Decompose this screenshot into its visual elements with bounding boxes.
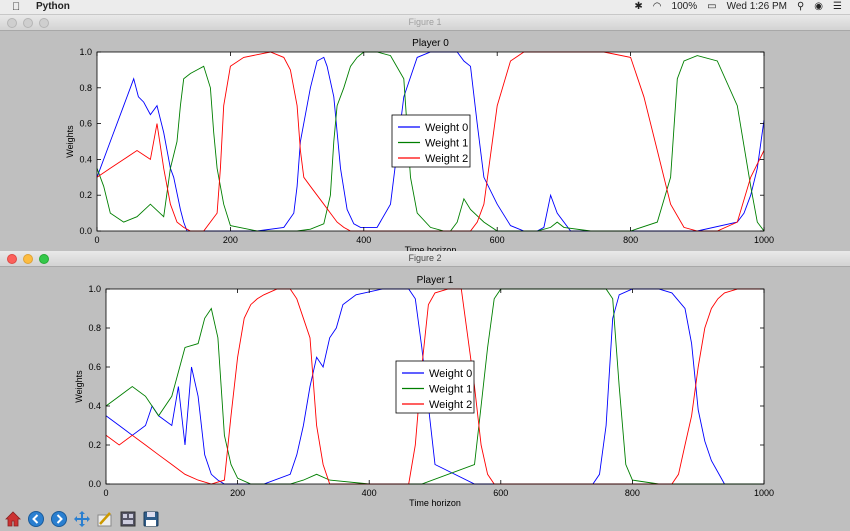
series-line-weight-1 [105,288,764,485]
save-icon[interactable] [141,509,161,529]
y-axis-label: Weights [74,370,84,403]
x-tick-label: 200 [223,235,238,245]
figure-2-titlebar[interactable]: Figure 2 [0,251,850,267]
player-1-chart: Player 1 0 200 400 600 800 1000 0.0 0.2 0.4 0.6 0.8… [74,275,774,506]
x-tick-label: 1000 [754,488,774,498]
x-tick-label: 400 [362,488,377,498]
x-tick-label: 600 [490,235,505,245]
y-tick-label: 0.0 [79,226,92,236]
x-tick-label: 0 [103,488,108,498]
x-tick-label: 1000 [754,235,774,245]
legend-label: Weight 2 [425,153,468,165]
chart-title: Player 0 [412,38,449,49]
configure-icon[interactable] [95,509,115,529]
window-controls [7,18,49,28]
window-controls [7,254,49,264]
legend-label: Weight 2 [429,399,472,411]
y-tick-label: 0.2 [79,190,92,200]
pan-icon[interactable] [72,509,92,529]
figure-1-title: Figure 1 [408,17,442,27]
chart-title: Player 1 [417,275,454,286]
bluetooth-icon[interactable]: ✱ [634,1,643,12]
figure-1-titlebar[interactable]: Figure 1 [0,15,850,31]
x-tick-label: 0 [94,235,99,245]
user-icon[interactable]: ◉ [814,1,824,12]
status-area: ✱ ◠ 100% ▭ Wed 1:26 PM ⚲ ◉ ☰ [634,0,842,14]
home-icon[interactable] [3,509,23,529]
plot-frame [96,51,765,232]
clock[interactable]: Wed 1:26 PM [726,1,787,12]
figure-2-title: Figure 2 [408,253,442,263]
y-tick-label: 0.8 [79,83,92,93]
x-axis-label: Time horizon [409,498,461,506]
app-name-menu[interactable]: Python [36,1,70,12]
x-tick-label: 800 [623,235,638,245]
x-tick-label: 600 [493,488,508,498]
legend-label: Weight 0 [429,368,472,380]
y-tick-label: 0.4 [88,401,101,411]
y-tick-label: 0.2 [88,440,101,450]
y-tick-label: 0.6 [88,362,101,372]
legend-label: Weight 0 [425,122,468,134]
minimize-icon[interactable] [23,254,33,264]
back-icon[interactable] [26,509,46,529]
matplotlib-toolbar [0,506,850,531]
y-tick-label: 0.0 [88,479,101,489]
x-tick-label: 400 [356,235,371,245]
search-icon[interactable]: ⚲ [796,1,805,12]
series-line-weight-0 [96,51,765,232]
close-icon[interactable] [7,18,17,28]
player-0-chart: Player 0 0 200 400 600 800 1000 0.0 0.2 0.4 0.6 0.8… [65,38,774,251]
plot-frame [105,288,765,485]
y-axis-label: Weights [65,125,75,158]
y-tick-label: 0.8 [88,323,101,333]
y-tick-label: 0.6 [79,119,92,129]
y-tick-label: 1.0 [88,284,101,294]
y-tick-label: 0.4 [79,154,92,164]
legend-label: Weight 1 [425,138,468,150]
legend-label: Weight 1 [429,384,472,396]
forward-icon[interactable] [49,509,69,529]
series-line-weight-2 [96,51,765,232]
minimize-icon[interactable] [23,18,33,28]
close-icon[interactable] [7,254,17,264]
zoom-icon[interactable] [39,18,49,28]
apple-icon[interactable]:  [12,0,20,14]
x-tick-label: 800 [625,488,640,498]
zoom-icon[interactable] [39,254,49,264]
battery-percent: 100% [671,1,698,12]
menu-bar:  Python ✱ ◠ 100% ▭ Wed 1:26 PM ⚲ ◉ ☰ [0,0,850,15]
subplots-icon[interactable] [118,509,138,529]
x-tick-label: 200 [230,488,245,498]
y-tick-label: 1.0 [79,47,92,57]
x-axis-label: Time horizon [405,245,457,251]
list-icon[interactable]: ☰ [833,1,842,12]
battery-icon[interactable]: ▭ [707,1,717,12]
wifi-icon[interactable]: ◠ [652,1,662,12]
